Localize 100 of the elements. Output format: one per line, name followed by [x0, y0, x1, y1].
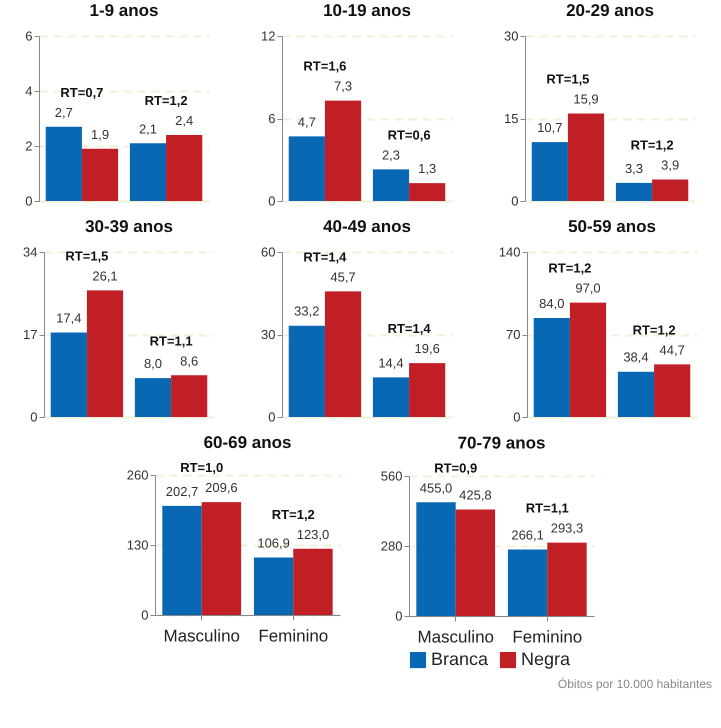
chart-title: 30-39 anos	[85, 217, 173, 236]
data-label: 1,9	[91, 126, 110, 142]
y-tick-label: 70	[506, 327, 520, 342]
y-tick-label: 15	[504, 111, 518, 126]
y-tick-label: 4	[26, 84, 33, 98]
bar	[616, 182, 652, 201]
data-label: 266,1	[510, 527, 544, 542]
annotation: RT=1,2	[548, 260, 592, 276]
bar	[46, 126, 82, 201]
x-tick-label: Feminino	[512, 628, 582, 646]
y-tick-label: 2	[26, 138, 33, 154]
data-label: 4,7	[298, 114, 316, 130]
y-tick-label: 34	[23, 244, 38, 260]
text: Óbitos por 10.000 habitantes	[556, 677, 712, 691]
bar	[534, 318, 570, 417]
x-tick-label: Masculino	[162, 626, 240, 646]
legend-label: Negra	[520, 649, 571, 669]
y-tick-label: 0	[26, 194, 33, 208]
annotation: RT=1,5	[546, 72, 590, 87]
bar	[507, 549, 547, 616]
bar	[292, 548, 332, 615]
chart-title: 60-69 anos	[203, 433, 291, 452]
annotation: RT=1,4	[303, 249, 348, 264]
bar	[531, 142, 568, 201]
bar	[654, 364, 690, 417]
y-tick-label: 560	[380, 468, 402, 484]
y-tick-label: 280	[380, 538, 402, 554]
bar	[570, 302, 606, 417]
x-tick-label: Feminino	[258, 626, 328, 646]
y-tick-label: 260	[126, 468, 148, 482]
data-label: 45,7	[330, 269, 356, 284]
text: RT=0,9	[434, 460, 477, 476]
data-label: 17,4	[56, 310, 82, 326]
data-label: 8,6	[180, 353, 198, 368]
annotation: RT=1,1	[150, 333, 193, 348]
bar	[253, 557, 293, 615]
annotation: RT=1,2	[144, 93, 188, 108]
bar	[201, 502, 241, 615]
bar	[409, 183, 446, 201]
data-label: 123,0	[296, 526, 329, 542]
bar	[416, 502, 456, 616]
data-label: 3,3	[624, 160, 643, 176]
bar	[134, 378, 172, 417]
annotation: RT=0,7	[60, 84, 104, 100]
data-label: 202,7	[165, 484, 198, 499]
bar	[288, 326, 325, 417]
y-tick-label: 0	[394, 608, 402, 624]
annotation: RT=1,6	[303, 58, 346, 74]
bar	[618, 372, 654, 417]
y-tick-label: 6	[268, 111, 276, 126]
data-label: 84,0	[539, 296, 564, 311]
y-tick-label: 130	[126, 538, 148, 552]
annotation: RT=0,6	[388, 127, 431, 142]
annotation: RT=1,4	[388, 321, 432, 336]
y-tick-label: 30	[261, 327, 276, 342]
data-label: 425,8	[458, 488, 492, 503]
annotation: RT=1,5	[65, 248, 108, 264]
bar	[324, 100, 362, 201]
bar	[166, 135, 203, 201]
text: RT=1,0	[180, 460, 223, 476]
annotation: RT=1,1	[525, 500, 568, 516]
bar	[652, 180, 688, 201]
y-tick-label: 140	[498, 244, 520, 260]
data-label: 2,3	[382, 147, 400, 162]
data-label: 293,3	[550, 520, 583, 536]
bar	[546, 542, 586, 616]
bar	[372, 169, 410, 201]
bar	[86, 290, 124, 417]
bar	[130, 143, 166, 201]
data-label: 97,0	[575, 280, 601, 296]
data-label: 7,3	[334, 78, 352, 94]
chart-title: 10-19 anos	[323, 1, 411, 20]
data-label: 19,6	[414, 341, 440, 356]
y-tick-label: 17	[23, 327, 38, 342]
x-tick-label: Masculino	[416, 628, 494, 646]
bar	[171, 375, 208, 417]
data-label: 209,6	[204, 480, 238, 496]
data-label: 2,1	[139, 121, 158, 136]
data-label: 1,3	[418, 161, 436, 176]
data-label: 26,1	[92, 268, 118, 284]
y-tick-label: 30	[504, 28, 518, 44]
y-tick-label: 6	[26, 28, 33, 44]
data-label: 10,7	[536, 120, 562, 136]
data-label: 38,4	[623, 350, 649, 365]
y-tick-label: 0	[510, 194, 518, 208]
data-label: 2,7	[55, 104, 74, 120]
y-tick-label: 60	[261, 244, 276, 260]
data-label: 106,9	[256, 535, 290, 550]
data-label: 2,4	[175, 113, 194, 128]
data-label: 33,2	[294, 304, 320, 319]
chart-title: 70-79 anos	[457, 433, 545, 452]
chart-title: 1-9 anos	[90, 1, 159, 20]
data-label: 14,4	[378, 355, 404, 370]
chart-title: 40-49 anos	[323, 217, 411, 236]
annotation: RT=1,2	[271, 506, 314, 522]
data-label: 44,7	[660, 342, 685, 358]
data-label: 8,0	[144, 356, 162, 372]
data-label: 3,9	[660, 158, 679, 173]
bar	[288, 136, 325, 201]
data-label: 15,9	[573, 92, 598, 107]
